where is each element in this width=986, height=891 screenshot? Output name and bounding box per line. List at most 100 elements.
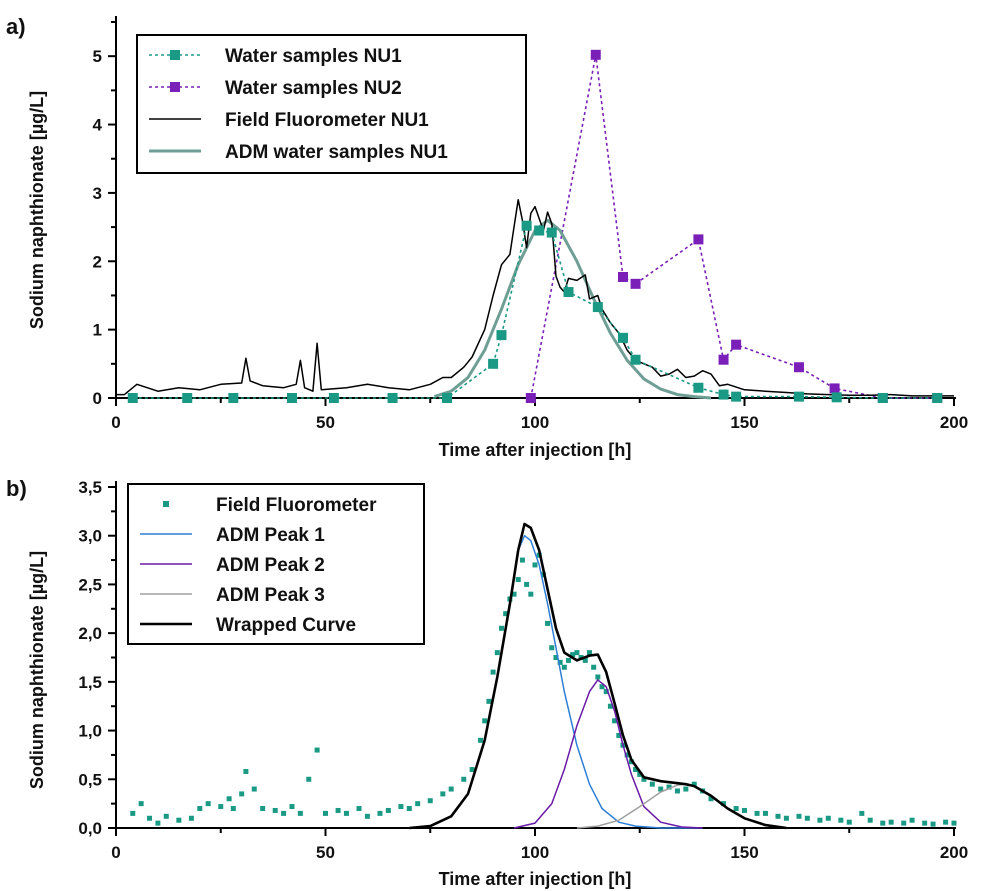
data-point-field-fluorometer [607,703,613,709]
data-point-field-fluorometer [297,810,303,816]
data-point-field-fluorometer [519,557,525,563]
data-point-field-fluorometer [867,817,873,823]
data-point-field-fluorometer [633,767,639,773]
data-point-field-fluorometer [922,820,928,826]
data-point-field-fluorometer [817,817,823,823]
data-point-field-fluorometer [490,669,496,675]
data-point-field-fluorometer [603,689,609,695]
data-point-field-fluorometer [574,650,580,656]
y-tick-label: 0 [93,389,102,408]
data-point-field-fluorometer [406,806,412,812]
data-point-water-samples-nu2 [525,393,536,403]
legend-label: Water samples NU1 [225,46,402,67]
data-point-field-fluorometer [243,768,249,774]
y-tick-label: 0,5 [78,770,102,789]
data-point-water-samples-nu1 [617,332,628,343]
y-tick-label: 1 [93,321,102,340]
data-point-field-fluorometer [289,804,295,810]
data-point-field-fluorometer [385,807,391,813]
data-point-field-fluorometer [943,819,949,825]
data-point-field-fluorometer [754,810,760,816]
data-point-field-fluorometer [176,817,182,823]
data-point-field-fluorometer [721,801,727,807]
panel-b-legend: Field Fluorometer ADM Peak 1 ADM Peak 2 ADM… [127,483,425,645]
legend-label: ADM water samples NU1 [225,142,448,163]
data-point-field-fluorometer [846,819,852,825]
panel-a: a) 0 50 100 150 200 0 1 2 3 4 5 Time after injecti… [6,14,968,460]
x-tick-label: 150 [730,413,758,432]
data-point-field-fluorometer [888,819,894,825]
data-point-field-fluorometer [197,806,203,812]
data-point-water-samples-nu1 [877,393,888,403]
data-point-field-fluorometer [398,804,404,810]
data-point-field-fluorometer [742,807,747,813]
data-point-field-fluorometer [561,664,567,670]
data-point-field-fluorometer [461,776,467,782]
series-line-adm-peak-2 [513,679,703,829]
legend-label: ADM Peak 2 [216,555,325,576]
data-point-field-fluorometer [545,620,551,626]
data-point-field-fluorometer [356,806,362,812]
data-point-field-fluorometer [804,815,810,821]
data-point-field-fluorometer [377,810,383,816]
data-point-field-fluorometer [616,732,622,738]
data-point-field-fluorometer [783,815,789,821]
data-point-field-fluorometer [415,801,421,807]
panel-b-axes: 0 50 100 150 200 0,0 0,5 1,0 1,5 2,0 2,5 3,0 3,5 [78,478,968,862]
data-point-field-fluorometer [708,796,714,802]
data-point-field-fluorometer [188,815,194,821]
data-point-field-fluorometer [147,815,153,821]
data-point-field-fluorometer [637,771,643,777]
data-point-field-fluorometer [591,664,597,670]
data-point-field-fluorometer [733,806,739,812]
series-line-adm-peak-1 [409,534,703,829]
data-point-field-fluorometer [226,796,232,802]
data-point-field-fluorometer [624,752,630,758]
data-point-water-samples-nu1 [182,393,193,403]
data-point-water-samples-nu2 [718,354,729,365]
data-point-water-samples-nu2 [630,278,641,289]
data-point-field-fluorometer [658,786,664,792]
data-point-field-fluorometer [859,810,865,816]
x-tick-label: 50 [316,843,335,862]
panel-a-legend: Water samples NU1 Water samples NU2 Field … [136,34,527,174]
y-tick-label: 2,0 [78,624,102,643]
data-point-water-samples-nu1 [328,393,339,403]
data-point-water-samples-nu2 [693,234,704,245]
data-point-field-fluorometer [239,791,245,797]
data-point-field-fluorometer [138,801,144,807]
panel-a-xlabel: Time after injection [h] [439,440,632,460]
data-point-field-fluorometer [566,657,572,663]
data-point-field-fluorometer [528,591,534,597]
data-point-field-fluorometer [478,737,484,743]
x-tick-label: 100 [521,413,549,432]
data-point-field-fluorometer [691,781,697,787]
data-point-water-samples-nu1 [731,391,742,402]
data-point-water-samples-nu1 [932,393,943,403]
legend-label: Field Fluorometer NU1 [225,110,429,131]
data-point-water-samples-nu1 [488,358,499,369]
data-point-field-fluorometer [218,804,224,810]
data-point-water-samples-nu1 [127,393,138,403]
x-tick-label: 200 [940,843,968,862]
data-point-field-fluorometer [515,577,521,583]
data-point-field-fluorometer [595,674,601,680]
data-point-field-fluorometer [230,806,236,812]
data-point-water-samples-nu1 [286,393,297,403]
data-point-field-fluorometer [281,810,287,816]
x-tick-label: 0 [111,843,120,862]
data-point-field-fluorometer [599,684,605,690]
y-tick-label: 3 [93,184,102,203]
data-point-field-fluorometer [762,810,768,816]
data-point-field-fluorometer [251,786,257,792]
data-point-water-samples-nu1 [563,287,574,298]
data-point-field-fluorometer [511,591,517,597]
data-point-field-fluorometer [440,791,446,797]
data-point-field-fluorometer [666,784,672,790]
x-tick-label: 150 [730,843,758,862]
legend-marker [170,50,180,60]
panel-b-series [130,522,957,830]
y-tick-label: 2 [93,252,102,271]
data-point-water-samples-nu1 [387,393,398,403]
